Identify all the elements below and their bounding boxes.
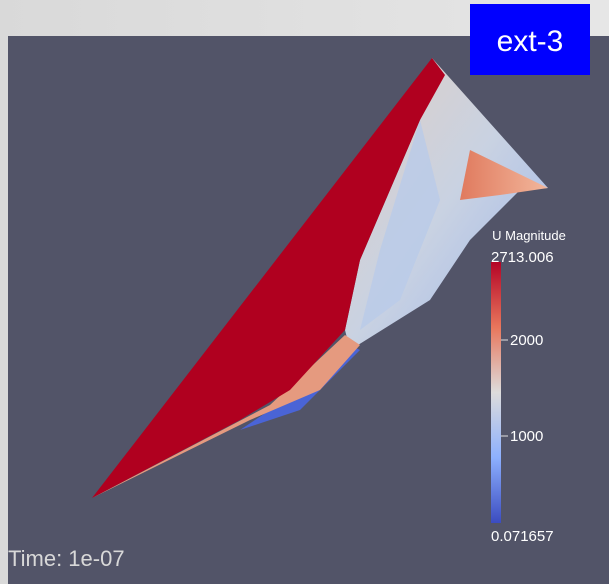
color-bar-min: 0.071657 xyxy=(491,528,554,545)
color-bar-title: U Magnitude xyxy=(492,228,566,243)
color-bar-label: 1000 xyxy=(510,428,543,445)
flow-region-orange xyxy=(460,150,548,200)
flow-region-blue xyxy=(360,120,440,330)
color-bar xyxy=(491,262,501,523)
color-bar-max: 2713.006 xyxy=(491,249,554,266)
flow-region-high xyxy=(92,58,445,498)
time-annotation: Time: 1e-07 xyxy=(8,546,125,571)
badge-label: ext-3 xyxy=(497,25,564,58)
color-bar-label: 2000 xyxy=(510,332,543,349)
color-bar-ticks xyxy=(501,339,508,437)
badge xyxy=(470,4,590,75)
flow-region-shear xyxy=(92,335,360,498)
